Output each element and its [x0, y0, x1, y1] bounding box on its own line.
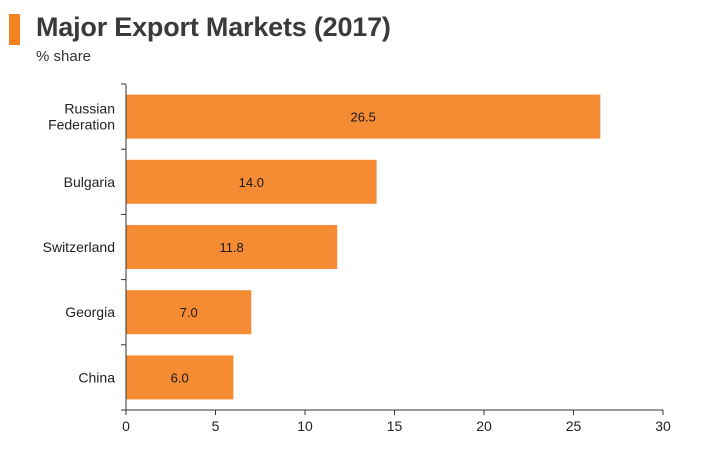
- x-tick-label: 30: [655, 418, 671, 434]
- data-label: 11.8: [219, 240, 243, 255]
- data-label: 14.0: [239, 175, 264, 190]
- bar: [126, 225, 338, 269]
- category-label: Bulgaria: [64, 174, 116, 190]
- bar: [126, 94, 601, 139]
- x-tick-label: 5: [212, 418, 220, 434]
- category-label: Russian: [64, 101, 115, 117]
- x-tick-label: 20: [476, 418, 492, 434]
- category-label: Federation: [48, 117, 115, 133]
- chart-title: Major Export Markets (2017): [36, 12, 391, 42]
- data-label: 26.5: [351, 110, 376, 125]
- data-label: 6.0: [171, 370, 189, 385]
- x-tick-label: 10: [297, 418, 313, 434]
- x-tick-label: 0: [122, 418, 130, 434]
- x-tick-label: 25: [566, 418, 582, 434]
- data-label: 7.0: [180, 305, 198, 320]
- x-tick-label: 15: [387, 418, 403, 434]
- chart-subtitle: % share: [36, 48, 92, 65]
- bar: [126, 290, 252, 335]
- bar: [126, 355, 234, 400]
- title-accent-bar: [9, 14, 20, 45]
- bar: [126, 159, 377, 204]
- category-label: China: [78, 369, 115, 385]
- category-label: Georgia: [65, 304, 115, 320]
- category-label: Switzerland: [43, 239, 115, 255]
